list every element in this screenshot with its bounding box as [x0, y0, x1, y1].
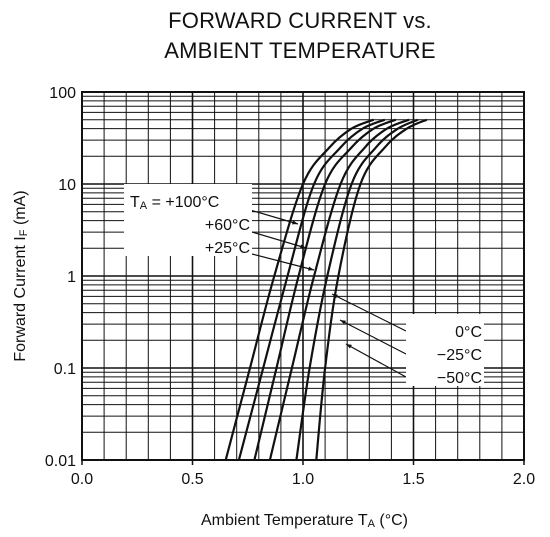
y-axis-title: Forward Current IF (mA): [12, 190, 30, 361]
series-label-60c: +60°C: [205, 217, 250, 234]
leader-line: [249, 209, 299, 225]
curves: [224, 118, 428, 461]
leader-arrowhead: [340, 320, 346, 325]
series-label-minus25c: −25°C: [437, 347, 482, 364]
leader-arrowhead: [332, 294, 338, 299]
x-tick-label: 1.5: [402, 471, 424, 488]
leader-arrowhead: [308, 266, 314, 271]
y-axis-title-sub: F: [18, 229, 30, 236]
x-tick-label: 0.0: [71, 471, 93, 488]
leader-line: [331, 293, 407, 332]
y-tick-label: 0.1: [54, 361, 76, 378]
leader-line: [251, 253, 315, 271]
series-label-0c: 0°C: [455, 324, 482, 341]
y-ticks: 0.01 0.1 1 10 100: [45, 85, 76, 470]
x-axis-title-main: Ambient Temperature T: [201, 512, 368, 529]
y-tick-label: 1: [67, 269, 76, 286]
chart-title-line-2: AMBIENT TEMPERATURE: [164, 38, 436, 63]
x-tick-label: 1.0: [292, 471, 314, 488]
right-label-background: [406, 314, 484, 386]
leader-arrowhead: [292, 220, 298, 225]
x-ticks: 0.0 0.5 1.0 1.5 2.0: [71, 460, 535, 488]
series-line-4: [295, 118, 419, 461]
y-axis-title-main: Forward Current I: [12, 236, 29, 361]
x-tick-label: 2.0: [513, 471, 535, 488]
series-label-0c-part: 0°C: [455, 324, 482, 341]
leader-lines: [249, 209, 407, 378]
series-line-2: [253, 118, 397, 461]
x-axis-title: Ambient Temperature TA (°C): [201, 512, 408, 530]
x-axis-title-sub: A: [368, 518, 376, 530]
series-label-60c-part: +60°C: [205, 217, 250, 234]
y-tick-label: 100: [49, 85, 76, 102]
series-line-1: [237, 118, 386, 461]
leader-line: [345, 343, 407, 378]
series-label-100c: TA = +100°C: [130, 194, 219, 212]
series-label-25c: +25°C: [205, 240, 250, 257]
series-line-3: [268, 118, 410, 461]
series-label-minus25c-part: −25°C: [437, 347, 482, 364]
leader-arrowhead: [300, 244, 306, 249]
series-line-5: [315, 118, 428, 461]
y-tick-label: 10: [58, 177, 76, 194]
chart-title-line-1: FORWARD CURRENT vs.: [168, 8, 432, 33]
series-line-0: [224, 118, 375, 461]
series-label-100c-part: T: [130, 194, 140, 211]
leader-arrowhead: [346, 344, 352, 349]
series-label-minus50c: −50°C: [437, 370, 482, 387]
left-label-background: [124, 184, 252, 256]
series-label-minus50c-part: −50°C: [437, 370, 482, 387]
x-axis-title-suffix: (°C): [375, 512, 408, 529]
series-label-25c-part: +25°C: [205, 240, 250, 257]
y-axis-title-suffix: (mA): [12, 190, 29, 229]
x-tick-label: 0.5: [181, 471, 203, 488]
y-tick-label: 0.01: [45, 453, 76, 470]
leader-line: [339, 319, 407, 355]
series-label-100c-part: A: [140, 200, 148, 212]
series-labels: TA = +100°C +60°C +25°C 0°C −25°C −50°C: [124, 184, 484, 387]
leader-line: [251, 231, 307, 249]
series-label-100c-part: = +100°C: [147, 194, 219, 211]
